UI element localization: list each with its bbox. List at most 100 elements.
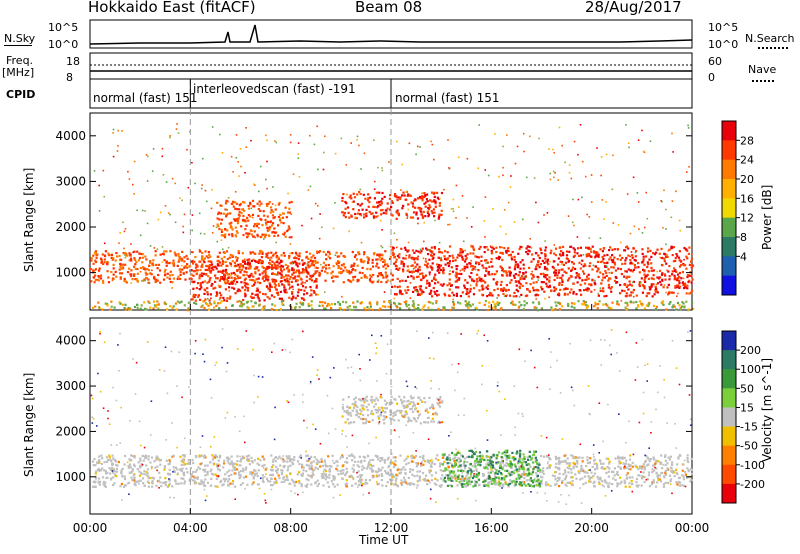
power-cell (209, 271, 212, 274)
power-cell (432, 208, 435, 211)
power-cell (245, 301, 248, 304)
power-cell (258, 259, 261, 262)
velocity-cell (597, 478, 600, 481)
power-cell (641, 252, 644, 255)
velocity-cell (92, 480, 95, 483)
velocity-cell (342, 464, 345, 467)
power-cell (582, 303, 585, 306)
power-cell (277, 234, 280, 237)
velocity-cell (271, 484, 274, 487)
power-cell (133, 274, 136, 277)
power-cell (645, 255, 648, 258)
freq-frame (89, 52, 693, 80)
power-cell (563, 292, 567, 295)
power-cell (280, 264, 283, 267)
velocity-cell (409, 470, 412, 473)
velocity-cell (495, 482, 498, 485)
velocity-cell (663, 476, 666, 479)
power-cell (452, 208, 454, 210)
nsky-trace (89, 24, 693, 45)
power-cell (535, 306, 538, 309)
power-cell (533, 177, 536, 179)
power-cell (489, 291, 492, 295)
velocity-cell (581, 477, 584, 480)
power-cell (318, 304, 321, 307)
velocity-cell (312, 460, 315, 463)
power-cell (238, 175, 240, 177)
power-cell (578, 274, 581, 277)
velocity-cell (399, 454, 402, 457)
power-cell (281, 302, 284, 305)
power-cell (256, 293, 259, 296)
power-cell (411, 257, 414, 260)
power-cell (549, 178, 552, 181)
power-cell (610, 271, 613, 274)
power-cell (472, 252, 475, 255)
power-cell (689, 260, 693, 263)
power-cell (178, 268, 181, 271)
power-cell (186, 266, 189, 269)
velocity-cell (411, 473, 414, 476)
power-cell (399, 196, 402, 199)
velocity-cell (234, 472, 238, 475)
power-cell (434, 200, 437, 203)
power-cell (301, 285, 305, 288)
power-cell (120, 258, 123, 261)
power-cell (573, 248, 576, 251)
velocity-cell (607, 485, 610, 489)
power-cell (597, 255, 600, 258)
power-cell (232, 271, 236, 275)
power-cell (500, 266, 503, 269)
power-cell (567, 267, 570, 270)
velocity-cell (364, 481, 367, 484)
power-cell (314, 202, 317, 205)
velocity-cell (291, 463, 295, 466)
nsearch-tick-bottom: 10^0 (708, 38, 739, 51)
velocity-cell (605, 471, 608, 475)
velocity-cell (346, 470, 349, 474)
power-cell (534, 294, 537, 297)
power-cell (368, 201, 371, 204)
power-cell (540, 281, 543, 284)
power-cell (546, 258, 549, 261)
power-cell (141, 256, 144, 259)
power-cell (604, 303, 608, 306)
power-cell (244, 172, 246, 174)
velocity-cell (171, 455, 174, 458)
power-cell (92, 276, 95, 279)
power-cell (690, 266, 693, 269)
power-cell (169, 270, 172, 273)
power-cell (267, 275, 270, 279)
velocity-cell (430, 479, 434, 482)
power-cell (485, 267, 488, 270)
power-cell (457, 253, 460, 256)
power-cell (263, 214, 266, 217)
power-cell (499, 251, 502, 254)
power-cell (240, 305, 243, 308)
velocity-cell (671, 461, 674, 464)
power-cell (546, 278, 549, 281)
power-cell (147, 281, 150, 284)
power-cell (235, 235, 237, 238)
velocity-cell (192, 475, 195, 478)
power-cell (275, 256, 278, 259)
power-cell (107, 281, 111, 284)
power-cell (455, 286, 458, 289)
power-cell (242, 266, 245, 269)
velocity-cell (607, 457, 610, 460)
velocity-cell (219, 481, 222, 484)
power-cell (261, 272, 264, 275)
power-cell (489, 245, 493, 248)
power-cell (481, 288, 484, 291)
power-cell (182, 225, 184, 228)
power-cell (534, 268, 537, 271)
power-cell (230, 274, 232, 277)
velocity-cell (579, 478, 582, 481)
power-cell (478, 247, 481, 250)
power-cell (381, 305, 385, 308)
power-cell (684, 248, 687, 251)
power-cell (124, 254, 126, 256)
power-cell (411, 264, 414, 267)
power-cell (526, 245, 529, 248)
